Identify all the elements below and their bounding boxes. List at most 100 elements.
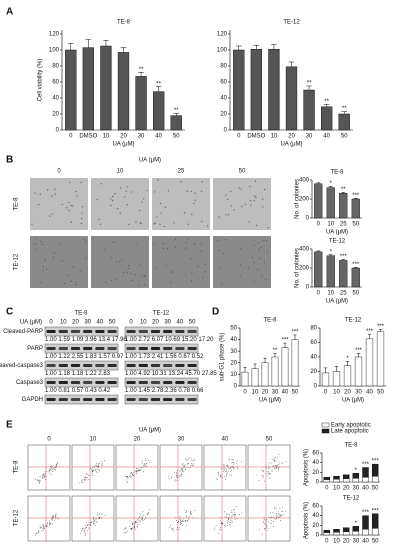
colony-image: [152, 178, 210, 230]
y-tick-label: 20: [312, 523, 319, 529]
protein-label: Caspase3: [16, 380, 44, 386]
event: [147, 513, 148, 515]
event: [47, 525, 48, 527]
event: [218, 474, 220, 476]
event: [135, 471, 137, 472]
event: [49, 521, 51, 523]
event: [262, 520, 264, 522]
colony: [76, 195, 78, 197]
x-tick-label: 10: [327, 291, 334, 297]
dose-label: 10: [140, 320, 147, 326]
event: [279, 514, 281, 516]
event: [96, 463, 98, 465]
significance: ***: [377, 324, 385, 330]
event: [192, 460, 194, 462]
band: [163, 398, 173, 401]
colony: [159, 202, 161, 205]
significance: ***: [362, 462, 370, 468]
event: [89, 524, 91, 526]
event: [83, 479, 85, 481]
event: [88, 479, 89, 481]
event: [276, 513, 277, 514]
band: [95, 364, 105, 367]
colony: [98, 218, 100, 220]
y-tick-label: 20: [312, 470, 319, 476]
event: [55, 512, 57, 514]
event: [267, 474, 269, 476]
event: [95, 471, 97, 473]
x-tick-label: 10: [333, 486, 340, 492]
event: [84, 533, 86, 535]
event: [258, 479, 260, 481]
colony: [253, 261, 255, 264]
band: [150, 381, 161, 384]
error-bar: [293, 334, 297, 340]
event: [188, 515, 190, 517]
event: [181, 473, 183, 475]
event: [272, 526, 274, 528]
event: [43, 475, 45, 477]
colony: [230, 190, 232, 192]
event: [54, 513, 56, 515]
event: [51, 517, 53, 519]
dose-label: 50: [266, 437, 273, 443]
colony: [82, 206, 84, 208]
colony: [103, 248, 105, 251]
error-bar: [328, 186, 333, 188]
event: [182, 525, 184, 527]
colony: [262, 198, 264, 200]
event: [220, 520, 221, 522]
event: [172, 527, 174, 529]
colony: [174, 238, 177, 240]
event: [85, 525, 87, 527]
colony: [267, 227, 269, 229]
event: [176, 526, 178, 528]
colony: [251, 256, 253, 259]
event: [233, 513, 235, 515]
bar-segment: [342, 531, 350, 536]
band: [58, 364, 68, 367]
event: [180, 520, 181, 522]
legend-swatch: [321, 428, 330, 434]
significance: *: [330, 181, 333, 187]
bar: [321, 372, 330, 387]
y-axis-label: Apoptosis (%): [304, 449, 310, 486]
event: [279, 516, 280, 517]
event: [171, 528, 173, 529]
event: [223, 471, 224, 473]
event: [52, 516, 54, 518]
bar: [65, 49, 77, 131]
significance: *: [346, 356, 349, 362]
event: [220, 522, 222, 524]
bar-segment: [342, 478, 350, 483]
event: [274, 465, 276, 467]
colony: [80, 270, 82, 272]
y-tick-label: 0: [306, 285, 310, 291]
error-bar: [323, 367, 328, 373]
event: [136, 521, 138, 523]
band: [163, 347, 173, 350]
event: [187, 463, 189, 465]
colony: [153, 191, 156, 193]
event: [85, 477, 87, 479]
event: [138, 520, 140, 522]
event: [273, 520, 274, 522]
panel-label: C: [6, 307, 13, 318]
dose-label: 30: [84, 320, 91, 326]
band: [70, 330, 81, 333]
event: [144, 465, 146, 467]
event: [263, 471, 264, 473]
event: [49, 466, 51, 468]
colony: [201, 276, 204, 279]
band: [58, 330, 68, 333]
event: [142, 519, 144, 521]
event: [92, 471, 94, 473]
colony: [227, 198, 229, 201]
event: [82, 479, 84, 481]
event: [184, 464, 186, 466]
error-bar: [253, 363, 257, 369]
colony: [83, 238, 85, 240]
colony: [160, 212, 162, 214]
colony: [58, 243, 61, 245]
band: [126, 364, 136, 367]
